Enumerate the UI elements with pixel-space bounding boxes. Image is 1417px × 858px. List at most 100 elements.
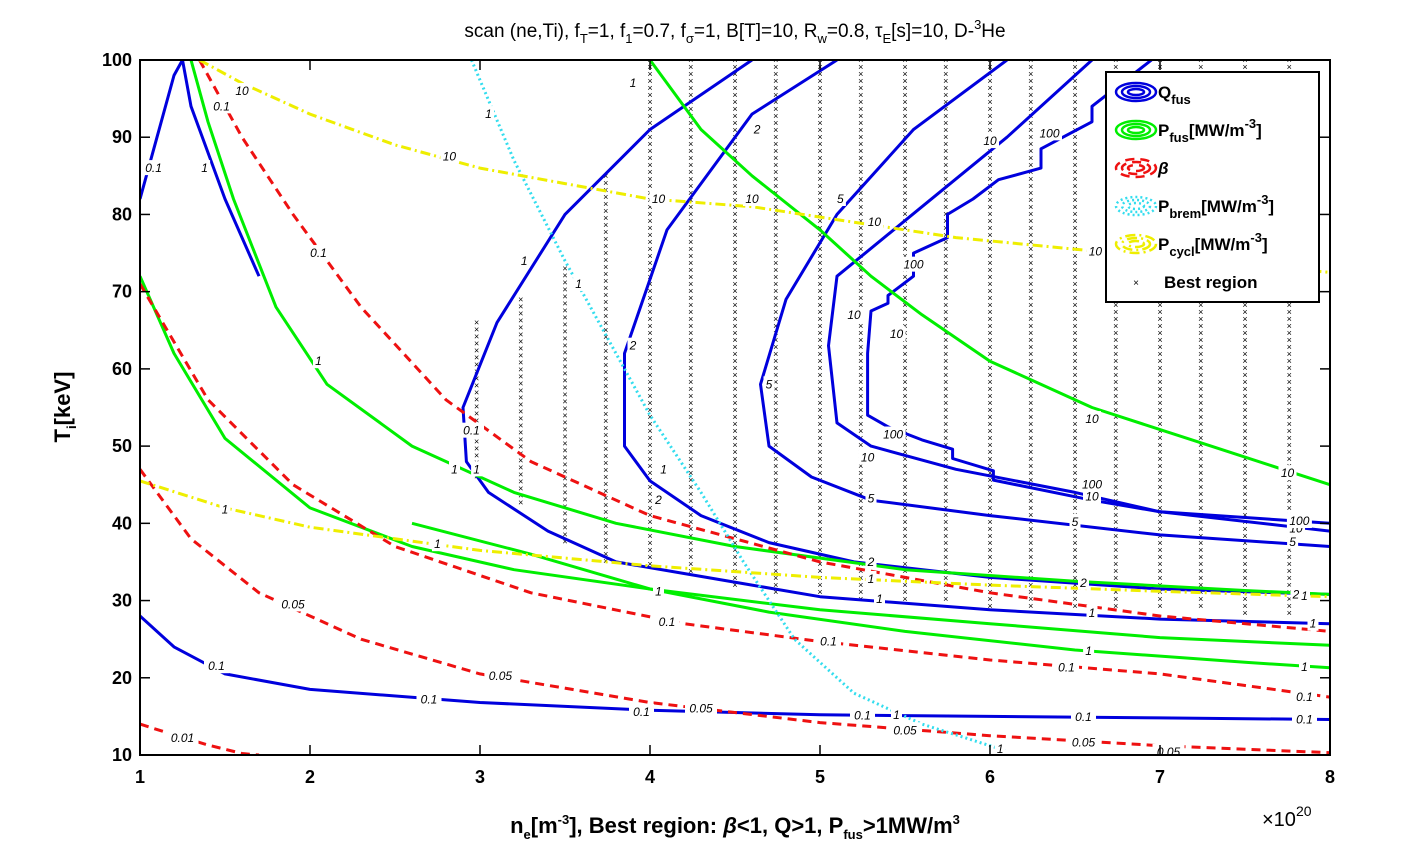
- best-region-marker: ×: [1072, 55, 1077, 65]
- contour-label: 0.1: [1058, 661, 1075, 675]
- best-region-marker: ×: [817, 181, 822, 191]
- best-region-marker: ×: [1242, 454, 1247, 464]
- best-region-marker: ×: [1072, 566, 1077, 576]
- contour-Pfus-1: [411, 521, 1330, 670]
- contour-label: 1: [893, 708, 900, 722]
- best-region-marker: ×: [1113, 412, 1118, 422]
- contour-label: 10: [868, 215, 882, 229]
- best-region-marker: ×: [732, 377, 737, 387]
- best-region-marker: ×: [943, 342, 948, 352]
- best-region-marker: ×: [603, 402, 608, 412]
- legend-ellipse: [1114, 157, 1158, 179]
- contour-label: 0.1: [633, 705, 650, 719]
- best-region-marker: ×: [858, 209, 863, 219]
- contour-label-bg: [204, 658, 229, 674]
- best-region-marker: ×: [902, 286, 907, 296]
- best-region-marker: ×: [518, 469, 523, 479]
- best-region-marker: ×: [987, 272, 992, 282]
- best-region-marker: ×: [858, 321, 863, 331]
- best-region-marker: ×: [688, 545, 693, 555]
- best-region-marker: ×: [562, 516, 567, 526]
- best-region-marker: ×: [518, 462, 523, 472]
- best-region-marker: ×: [902, 405, 907, 415]
- best-region-marker: ×: [902, 461, 907, 471]
- best-region-marker: ×: [902, 587, 907, 597]
- best-region-marker: ×: [647, 216, 652, 226]
- best-region-marker: ×: [603, 458, 608, 468]
- best-region-marker: ×: [603, 500, 608, 510]
- best-region-marker: ×: [603, 227, 608, 237]
- best-region-marker: ×: [732, 349, 737, 359]
- best-region-marker: ×: [603, 304, 608, 314]
- contour-label: 2: [867, 555, 875, 569]
- best-region-marker: ×: [647, 468, 652, 478]
- best-region-marker: ×: [1198, 62, 1203, 72]
- best-region-marker: ×: [1072, 426, 1077, 436]
- best-region-marker: ×: [943, 370, 948, 380]
- best-region-marker: ×: [603, 241, 608, 251]
- best-region-marker: ×: [518, 371, 523, 381]
- contour-label: 1: [630, 76, 637, 90]
- best-region-marker: ×: [1028, 370, 1033, 380]
- best-region-marker: ×: [562, 404, 567, 414]
- best-region-marker: ×: [1198, 531, 1203, 541]
- best-region-marker: ×: [1157, 433, 1162, 443]
- best-region-marker: ×: [1287, 314, 1292, 324]
- best-region-marker: ×: [987, 433, 992, 443]
- best-region-marker: ×: [773, 482, 778, 492]
- best-region-marker: ×: [732, 202, 737, 212]
- best-region-marker: ×: [817, 426, 822, 436]
- best-region-marker: ×: [647, 440, 652, 450]
- best-region-marker: ×: [1072, 321, 1077, 331]
- best-region-marker: ×: [943, 62, 948, 72]
- best-region-marker: ×: [1157, 440, 1162, 450]
- best-region-marker: ×: [943, 160, 948, 170]
- best-region-marker: ×: [688, 433, 693, 443]
- best-region-marker: ×: [732, 559, 737, 569]
- best-region-marker: ×: [603, 325, 608, 335]
- contour-Qfus-5: [759, 60, 1330, 548]
- best-region-marker: ×: [647, 237, 652, 247]
- best-region-marker: ×: [1113, 342, 1118, 352]
- best-region-marker: ×: [1198, 517, 1203, 527]
- best-region-marker: ×: [817, 146, 822, 156]
- best-region-marker: ×: [902, 153, 907, 163]
- best-region-marker: ×: [1028, 461, 1033, 471]
- best-region-marker: ×: [1072, 104, 1077, 114]
- best-region-marker: ×: [732, 412, 737, 422]
- best-region-marker: ×: [1028, 55, 1033, 65]
- contour-label-bg: [981, 133, 999, 149]
- best-region-marker: ×: [732, 160, 737, 170]
- best-region-marker: ×: [1242, 398, 1247, 408]
- contour-Qfus-1: [461, 60, 1330, 626]
- best-region-marker: ×: [1028, 300, 1033, 310]
- best-region-marker: ×: [817, 482, 822, 492]
- best-region-marker: ×: [1072, 146, 1077, 156]
- best-region-marker: ×: [1113, 405, 1118, 415]
- best-region-marker: ×: [562, 292, 567, 302]
- best-region-marker: ×: [1028, 538, 1033, 548]
- best-region-marker: ×: [1287, 447, 1292, 457]
- best-region-marker: ×: [943, 349, 948, 359]
- best-region-marker: ×: [773, 342, 778, 352]
- legend-ellipse: [1126, 125, 1146, 135]
- best-region-marker: ×: [1242, 405, 1247, 415]
- best-region-marker: ×: [987, 384, 992, 394]
- best-region-marker: ×: [688, 363, 693, 373]
- best-region-marker: ×: [1242, 503, 1247, 513]
- best-region-marker: ×: [688, 412, 693, 422]
- best-region-marker: ×: [1242, 356, 1247, 366]
- best-region-marker: ×: [902, 538, 907, 548]
- best-region-marker: ×: [688, 356, 693, 366]
- best-region-marker: ×: [688, 391, 693, 401]
- contour-label: 1: [1089, 606, 1096, 620]
- best-region-marker: ×: [817, 286, 822, 296]
- best-region-marker: ×: [1157, 363, 1162, 373]
- best-region-marker: ×: [1028, 468, 1033, 478]
- best-region-marker: ×: [732, 328, 737, 338]
- best-region-marker: ×: [1157, 342, 1162, 352]
- best-region-marker: ×: [902, 272, 907, 282]
- best-region-marker: ×: [858, 440, 863, 450]
- best-region-marker: ×: [1287, 55, 1292, 65]
- contour-label-bg: [865, 553, 877, 569]
